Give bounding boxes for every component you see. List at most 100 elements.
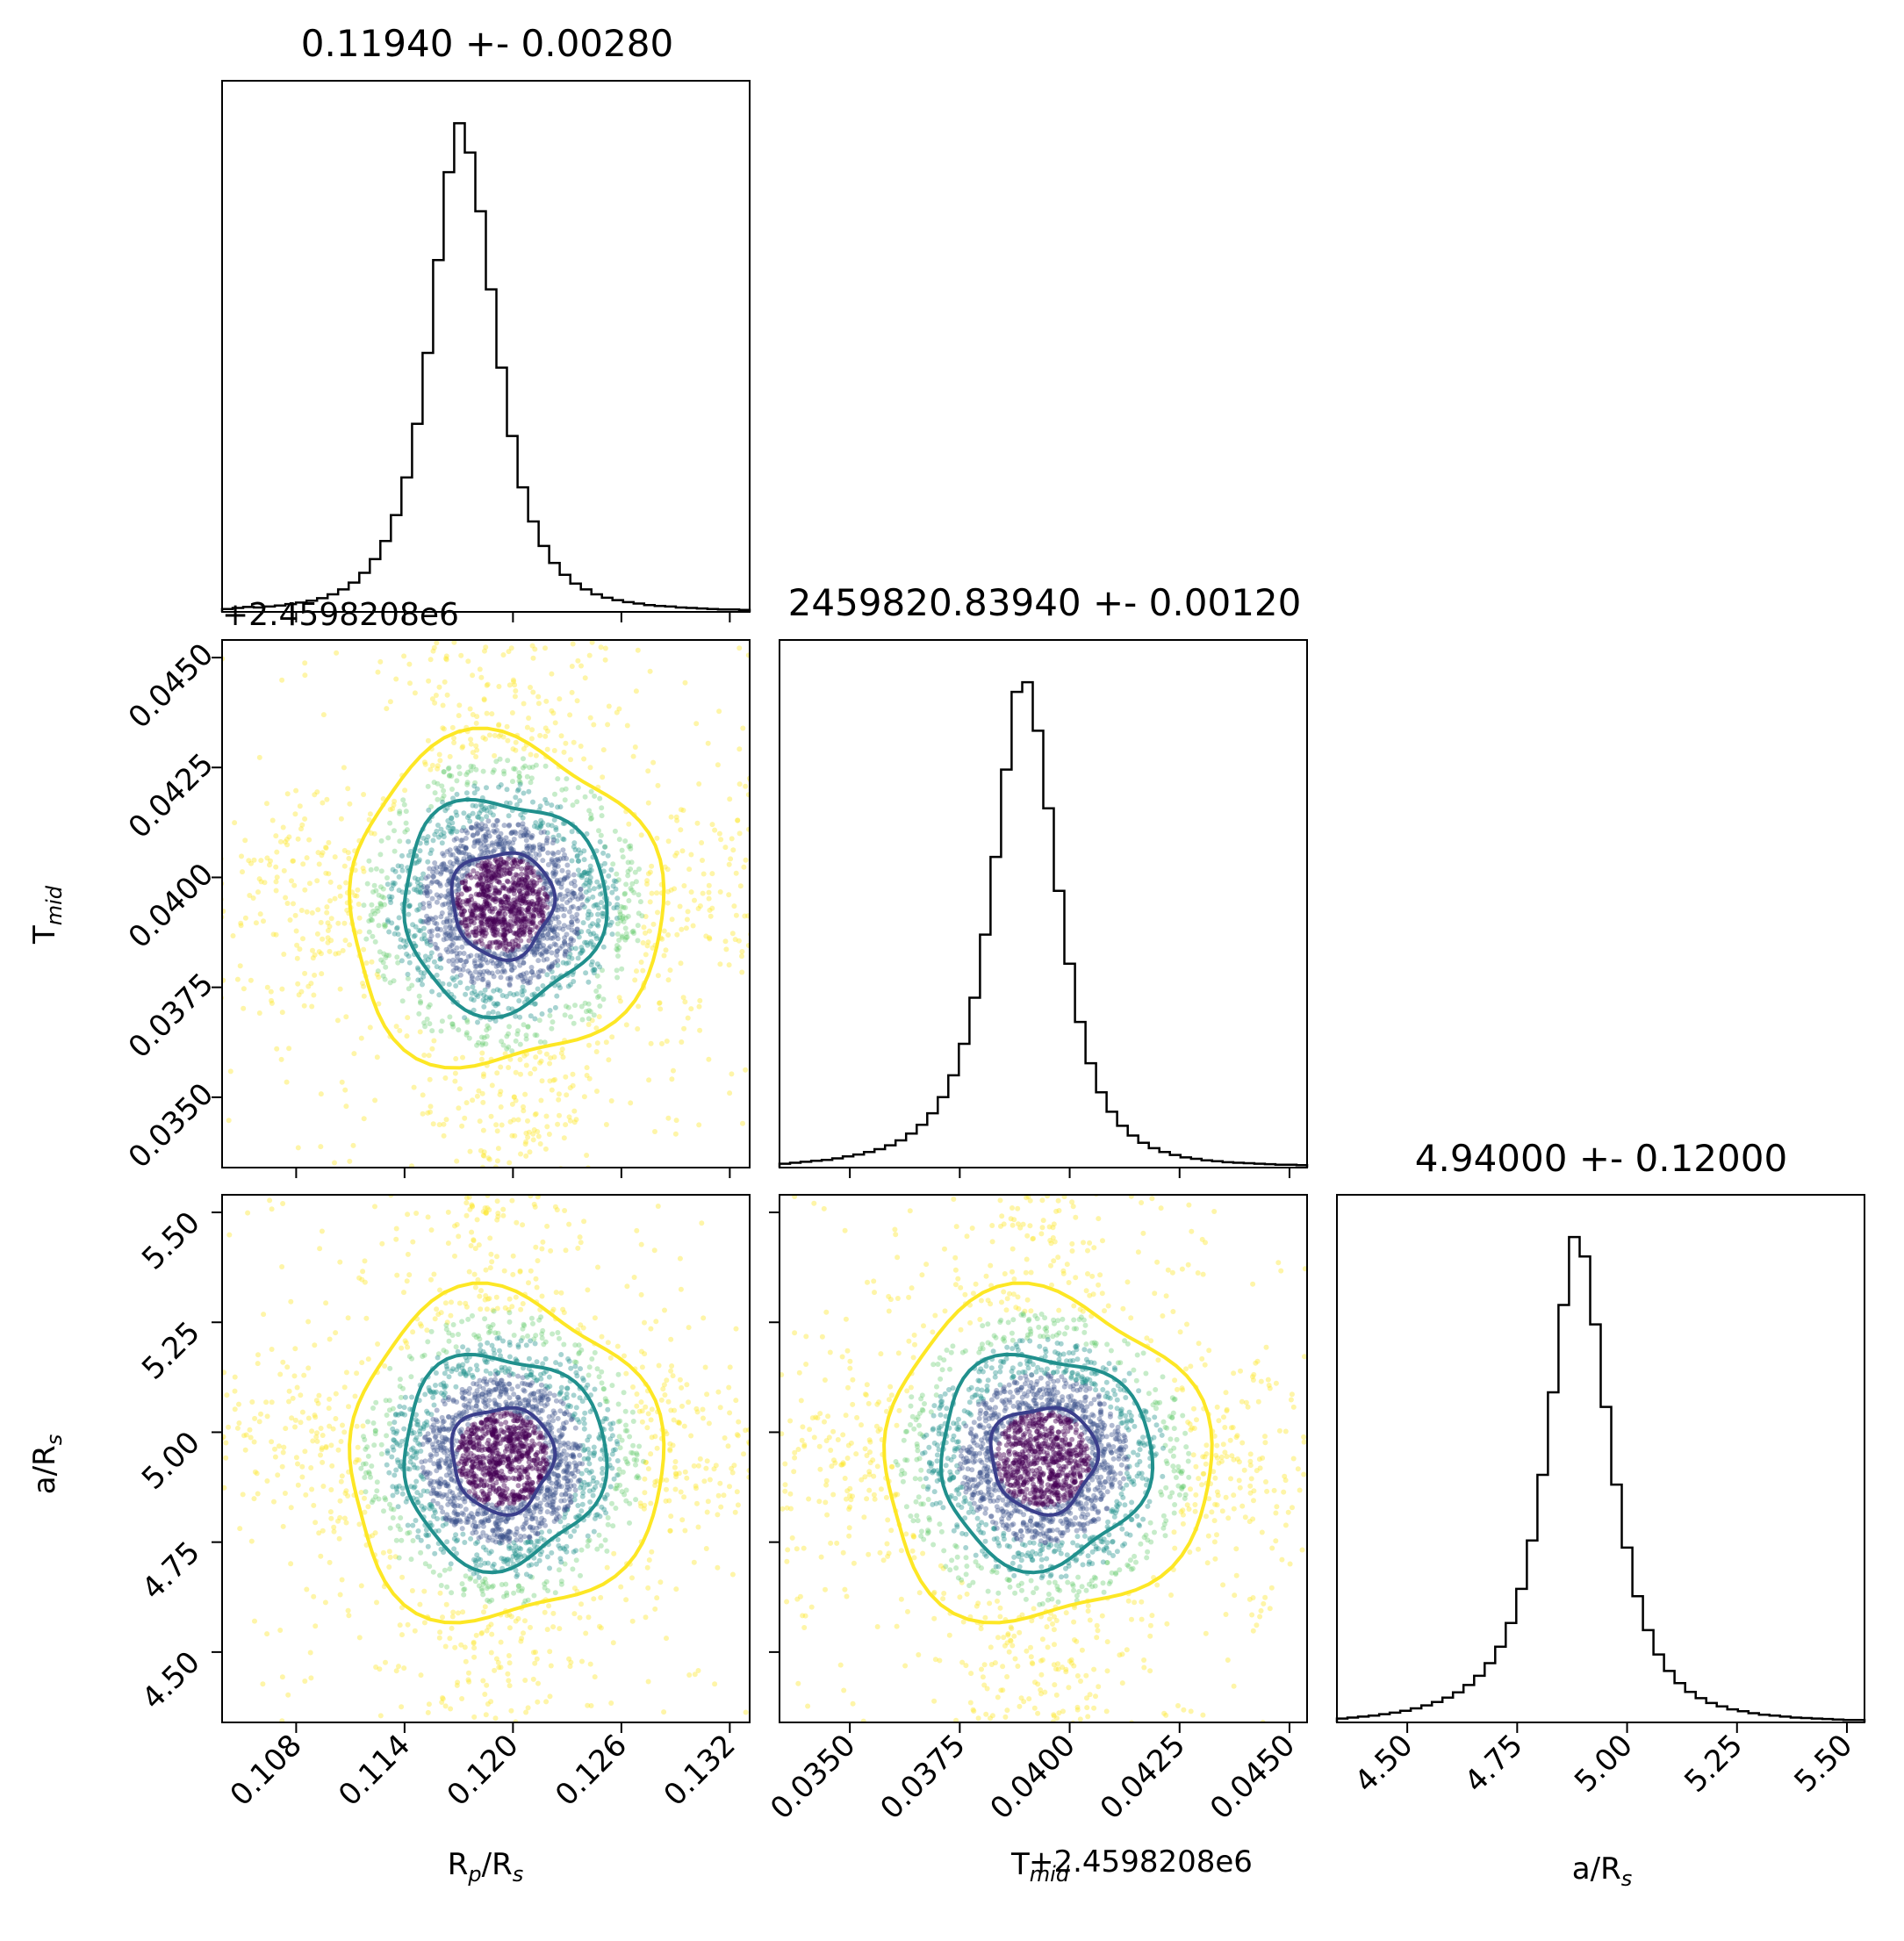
- scatter-point: [562, 939, 568, 945]
- scatter-point: [427, 1389, 433, 1394]
- scatter-point: [465, 1316, 471, 1322]
- scatter-point: [485, 983, 491, 989]
- scatter-point: [427, 866, 433, 872]
- scatter-point: [521, 927, 528, 932]
- scatter-point: [523, 894, 529, 900]
- scatter-point: [328, 1515, 334, 1521]
- scatter-point: [571, 979, 577, 984]
- scatter-point: [478, 905, 484, 911]
- scatter-point: [631, 931, 637, 936]
- scatter-point: [500, 882, 507, 888]
- scatter-point: [363, 936, 370, 942]
- scatter-point: [475, 862, 481, 868]
- scatter-point: [521, 790, 527, 796]
- scatter-point: [482, 629, 487, 634]
- scatter-point: [448, 928, 454, 934]
- scatter-point: [756, 1581, 761, 1586]
- scatter-point: [413, 1449, 420, 1455]
- scatter-point: [232, 1388, 238, 1394]
- scatter-point: [356, 1275, 363, 1281]
- scatter-point: [634, 1227, 640, 1233]
- scatter-point: [397, 944, 403, 950]
- scatter-point: [589, 816, 594, 822]
- scatter-point: [578, 744, 584, 749]
- scatter-point: [320, 1433, 326, 1438]
- scatter-point: [489, 875, 495, 881]
- scatter-point: [745, 652, 750, 658]
- scatter-point: [461, 850, 467, 856]
- scatter-point: [532, 1172, 537, 1177]
- scatter-point: [549, 708, 555, 714]
- scatter-point: [616, 706, 622, 712]
- scatter-point: [663, 947, 669, 953]
- scatter-point: [506, 1653, 512, 1658]
- scatter-point: [519, 918, 525, 924]
- scatter-point: [494, 841, 500, 847]
- scatter-point: [454, 945, 460, 951]
- scatter-point: [554, 931, 560, 938]
- scatter-point: [402, 787, 408, 794]
- scatter-point: [406, 902, 413, 909]
- scatter-point: [493, 1294, 499, 1300]
- scatter-point: [213, 1383, 219, 1388]
- scatter-point: [476, 1574, 482, 1580]
- scatter-point: [498, 1664, 504, 1671]
- scatter-point: [601, 1386, 607, 1392]
- scatter-point: [377, 901, 384, 906]
- scatter-point: [481, 697, 487, 703]
- scatter-point: [395, 863, 401, 869]
- scatter-point: [530, 948, 536, 954]
- scatter-point: [417, 888, 423, 895]
- scatter-point: [550, 837, 557, 843]
- scatter-point: [535, 869, 542, 875]
- scatter-point: [374, 1600, 379, 1606]
- scatter-point: [446, 901, 451, 907]
- scatter-point: [392, 848, 398, 854]
- scatter-point: [414, 1421, 420, 1427]
- scatter-point: [557, 1626, 563, 1632]
- scatter-point: [370, 933, 376, 939]
- scatter-point: [437, 956, 443, 962]
- scatter-point: [586, 1538, 591, 1544]
- scatter-point: [486, 804, 492, 810]
- scatter-point: [406, 960, 413, 966]
- scatter-point: [222, 1369, 227, 1376]
- scatter-point: [514, 899, 521, 905]
- scatter-point: [223, 1455, 229, 1461]
- scatter-point: [528, 975, 534, 981]
- scatter-point: [536, 904, 542, 910]
- scatter-point: [599, 813, 605, 819]
- scatter-point: [510, 863, 516, 869]
- scatter-point: [407, 1730, 413, 1736]
- scatter-point: [715, 1564, 721, 1571]
- scatter-point: [386, 894, 392, 900]
- scatter-point: [337, 1498, 343, 1504]
- scatter-point: [411, 1084, 417, 1090]
- scatter-point: [523, 899, 529, 905]
- scatter-point: [481, 888, 487, 895]
- scatter-point: [484, 863, 490, 869]
- scatter-point: [408, 1447, 414, 1453]
- scatter-point: [423, 1532, 429, 1538]
- scatter-point: [684, 1382, 690, 1388]
- scatter-point: [327, 924, 333, 930]
- scatter-point: [421, 970, 428, 976]
- scatter-point: [425, 737, 431, 744]
- scatter-point: [507, 1310, 513, 1316]
- scatter-point: [428, 657, 434, 663]
- scatter-point: [205, 1422, 211, 1427]
- scatter-point: [463, 772, 470, 778]
- scatter-point: [524, 891, 530, 897]
- scatter-point: [485, 830, 492, 836]
- scatter-point: [486, 1599, 492, 1605]
- scatter-point: [585, 1482, 590, 1488]
- scatter-point: [736, 746, 743, 752]
- scatter-point: [571, 1359, 578, 1365]
- scatter-point: [447, 912, 453, 918]
- scatter-point: [550, 873, 557, 879]
- scatter-point: [593, 1049, 600, 1054]
- scatter-point: [579, 902, 586, 908]
- scatter-point: [646, 928, 652, 934]
- scatter-point: [534, 1359, 540, 1365]
- scatter-point: [515, 822, 521, 828]
